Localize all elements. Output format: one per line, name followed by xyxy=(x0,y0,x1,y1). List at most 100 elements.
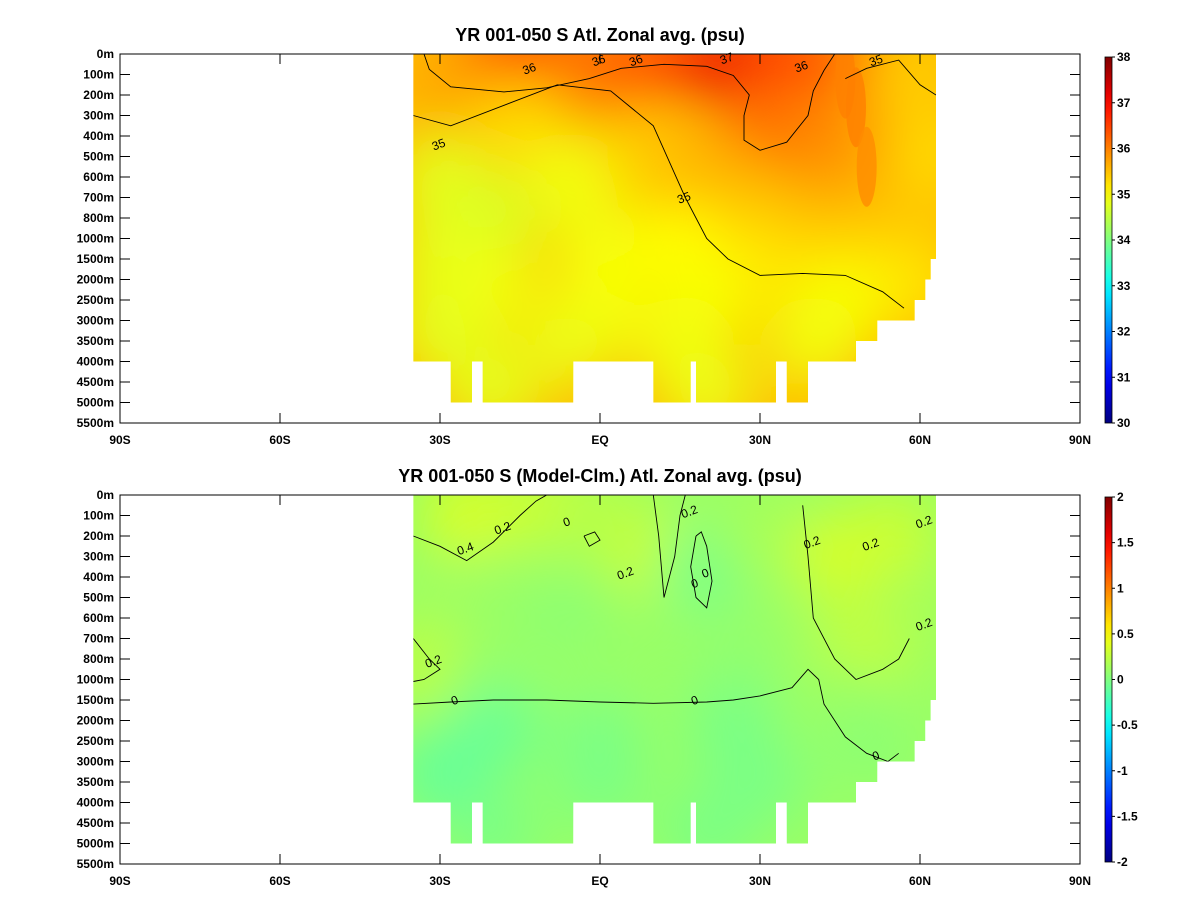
y-tick-label: 2000m xyxy=(77,714,114,728)
heat-cell xyxy=(884,110,936,203)
colorbar-tick-label: 32 xyxy=(1117,325,1131,339)
x-tick-label: 90S xyxy=(109,874,130,888)
y-tick-label: 300m xyxy=(83,550,114,564)
colorbar-tick-label: -1 xyxy=(1117,764,1128,778)
y-tick-label: 500m xyxy=(83,591,114,605)
contour-label: 0.2 xyxy=(860,535,881,554)
contour-line xyxy=(413,84,905,309)
x-tick-label: 60S xyxy=(269,874,290,888)
y-tick-label: 800m xyxy=(83,211,114,225)
x-tick-label: 60S xyxy=(269,433,290,447)
colorbar-tick-label: 37 xyxy=(1117,96,1131,110)
x-tick-label: 90N xyxy=(1069,874,1091,888)
heat-cell xyxy=(714,495,806,582)
heat-field xyxy=(413,54,936,403)
colorbar-tick-label: 35 xyxy=(1117,187,1131,201)
contour-line xyxy=(583,531,601,547)
contour-label: 35 xyxy=(867,52,885,70)
contour-label: 36 xyxy=(521,60,539,78)
chart-title: YR 001-050 S Atl. Zonal avg. (psu) xyxy=(455,25,744,45)
heat-cell xyxy=(846,67,866,148)
contour-label: 0.4 xyxy=(455,539,476,558)
y-tick-label: 1500m xyxy=(77,252,114,266)
heat-cell xyxy=(863,54,936,121)
colorbar-tick-label: 0 xyxy=(1117,673,1124,687)
x-tick-label: 90N xyxy=(1069,433,1091,447)
y-tick-label: 3500m xyxy=(77,334,114,348)
heat-cell xyxy=(447,344,540,403)
y-tick-label: 700m xyxy=(83,191,114,205)
y-tick-label: 200m xyxy=(83,529,114,543)
x-tick-label: 60N xyxy=(909,433,931,447)
y-tick-label: 5500m xyxy=(77,416,114,430)
x-tick-label: 30S xyxy=(429,874,450,888)
contour-label: 0 xyxy=(700,565,711,581)
heat-blobs xyxy=(413,54,936,403)
y-tick-label: 500m xyxy=(83,150,114,164)
y-tick-label: 4500m xyxy=(77,375,114,389)
x-tick-label: 30N xyxy=(749,874,771,888)
x-tick-label: 60N xyxy=(909,874,931,888)
contour-label: 0 xyxy=(870,748,881,764)
contour-line xyxy=(413,638,441,682)
contour-line xyxy=(413,495,547,562)
contour-line xyxy=(413,668,899,763)
contour-label: 0 xyxy=(689,576,700,592)
y-tick-label: 2000m xyxy=(77,273,114,287)
y-tick-label: 600m xyxy=(83,170,114,184)
y-tick-label: 4000m xyxy=(77,355,114,369)
y-tick-label: 800m xyxy=(83,652,114,666)
y-tick-label: 1000m xyxy=(77,232,114,246)
y-tick-label: 3500m xyxy=(77,775,114,789)
heat-cell xyxy=(527,295,620,387)
y-tick-label: 4000m xyxy=(77,796,114,810)
y-tick-label: 200m xyxy=(83,88,114,102)
colorbar-tick-label: -1.5 xyxy=(1117,809,1138,823)
contour-label: 0 xyxy=(449,693,460,709)
colorbar-tick-label: 0.5 xyxy=(1117,627,1134,641)
heat-cell xyxy=(413,282,486,375)
y-tick-label: 2500m xyxy=(77,734,114,748)
colorbar-tick-label: 2 xyxy=(1117,490,1124,504)
heat-cell xyxy=(847,495,936,582)
y-tick-label: 5000m xyxy=(77,837,114,851)
contour-label: 0.2 xyxy=(802,533,823,552)
colorbar-tick-label: 30 xyxy=(1117,416,1131,430)
contour-label: 0.2 xyxy=(914,512,935,531)
colorbar-tick-label: -2 xyxy=(1117,855,1128,869)
contour-label: 35 xyxy=(675,189,693,207)
contour-line xyxy=(423,54,836,151)
heat-cell xyxy=(420,495,513,562)
y-tick-label: 0m xyxy=(97,488,114,502)
y-tick-label: 1000m xyxy=(77,673,114,687)
colorbar-tick-label: 33 xyxy=(1117,279,1131,293)
y-tick-label: 100m xyxy=(83,68,114,82)
y-tick-label: 2500m xyxy=(77,293,114,307)
heat-cell xyxy=(554,736,646,828)
x-tick-label: 30S xyxy=(429,433,450,447)
y-tick-label: 3000m xyxy=(77,755,114,769)
y-tick-label: 700m xyxy=(83,632,114,646)
heat-field xyxy=(413,495,936,844)
contour-label: 36 xyxy=(793,58,811,76)
heat-cell xyxy=(447,551,540,644)
colorbar-tick-label: 1.5 xyxy=(1117,536,1134,550)
heat-cell xyxy=(660,344,753,403)
colorbar xyxy=(1104,56,1113,424)
contour-label: 0.2 xyxy=(423,652,444,671)
contour-label: 0.2 xyxy=(914,615,935,634)
y-tick-label: 400m xyxy=(83,129,114,143)
y-tick-label: 4500m xyxy=(77,816,114,830)
contour-label: 0.2 xyxy=(615,564,636,583)
contour-label: 0 xyxy=(689,693,700,709)
contour-line xyxy=(802,505,910,681)
contour-label: 0.2 xyxy=(679,502,700,521)
x-tick-label: 90S xyxy=(109,433,130,447)
contour-label: 35 xyxy=(430,136,448,154)
y-tick-label: 100m xyxy=(83,509,114,523)
y-tick-label: 300m xyxy=(83,109,114,123)
heat-cell xyxy=(413,727,486,820)
contour-label: 0 xyxy=(561,514,572,530)
contour-line xyxy=(690,531,713,609)
contour-lines xyxy=(413,54,936,309)
